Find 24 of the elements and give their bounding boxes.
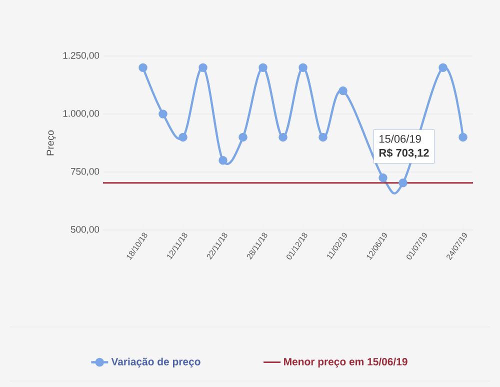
y-tick-label: 1.000,00 [63,110,100,118]
point [198,63,208,72]
annotation: 15/06/19 [380,134,421,143]
point [238,132,248,142]
y-axis-title: Preço [46,130,56,156]
point [178,132,188,142]
point [278,132,288,142]
point [458,132,468,142]
y-tick-label: 1.250,00 [63,52,100,60]
point [318,132,328,142]
point [138,63,148,72]
point [398,178,408,188]
y-tick-label: 750,00 [71,168,100,176]
point [158,110,168,118]
point [218,156,228,165]
point [298,63,308,72]
legend-label: Variação de preço [111,358,200,368]
point [258,63,268,72]
point [338,86,348,96]
point [438,63,448,72]
legend-label: Menor preço em 15/06/19 [284,358,408,368]
y-tick-label: 500,00 [70,226,100,234]
point [378,173,388,182]
annotation: R$ 703,12 [379,148,429,158]
